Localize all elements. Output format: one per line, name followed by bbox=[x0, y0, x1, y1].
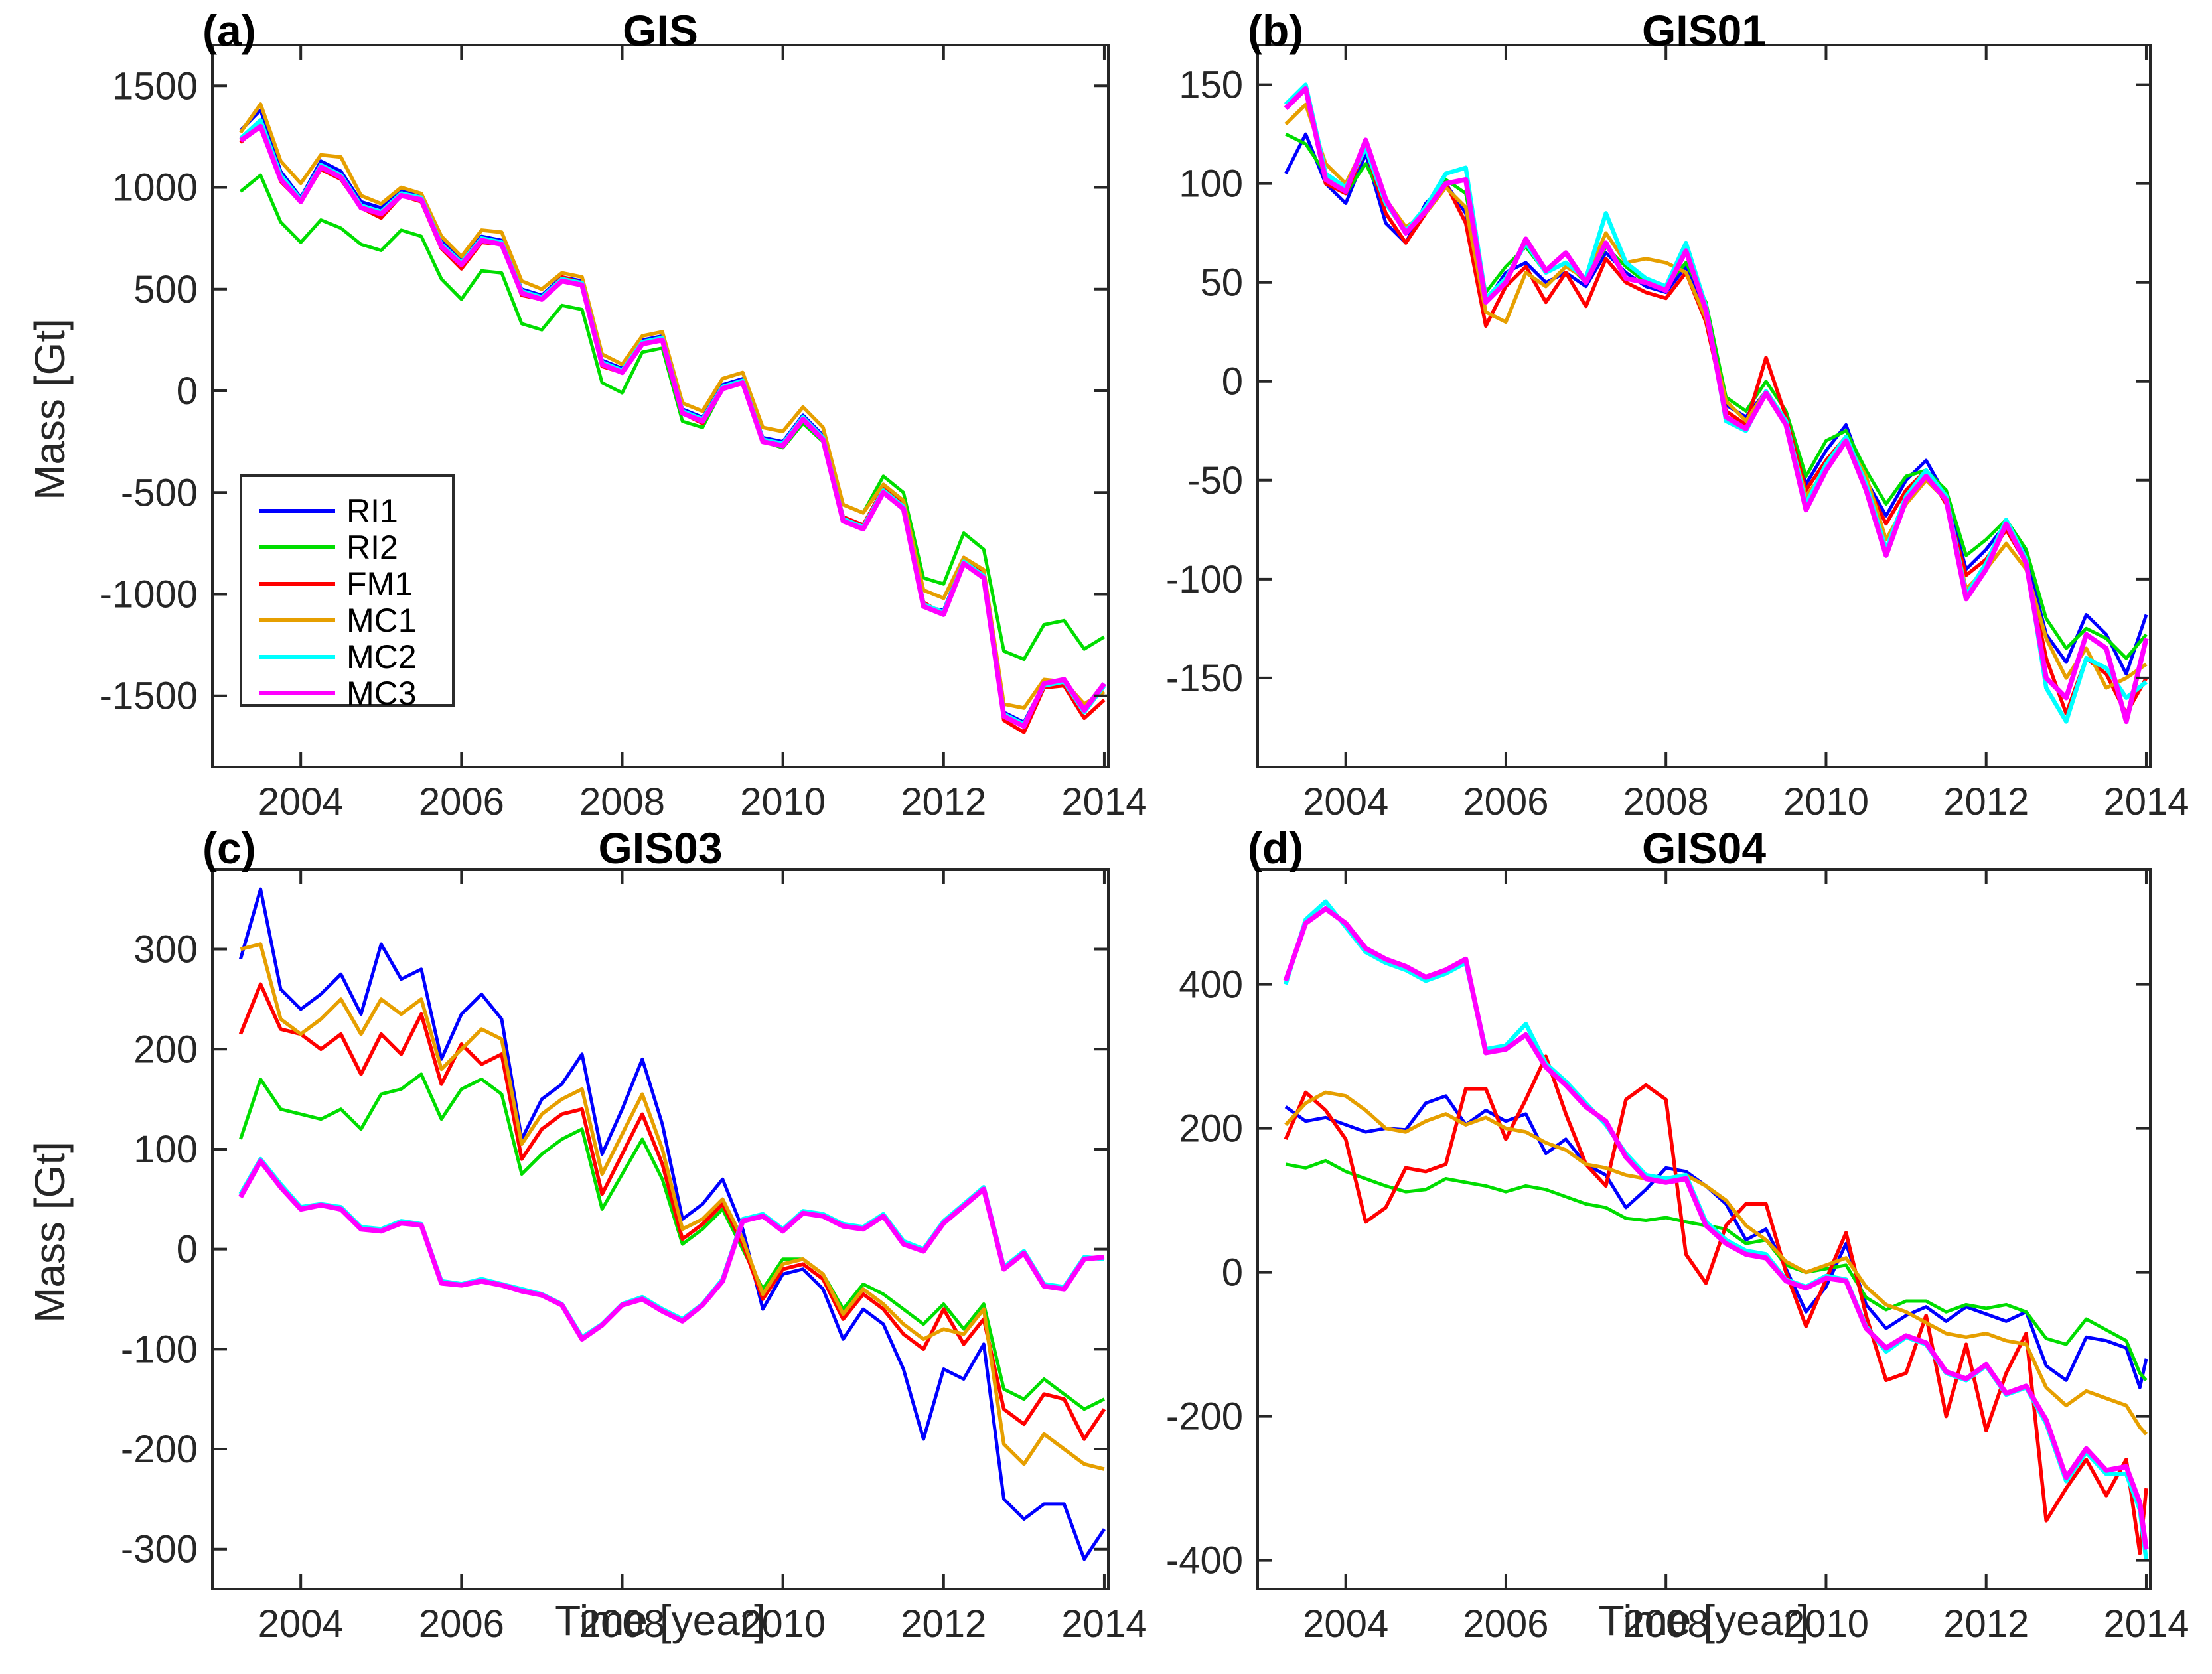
series-line-MC2 bbox=[1284, 82, 2148, 724]
y-tick-label: 1000 bbox=[112, 167, 198, 210]
x-tick-label: 2014 bbox=[1061, 780, 1147, 823]
x-tick-label: 2006 bbox=[419, 1602, 504, 1645]
panel-letter-d: (d) bbox=[1248, 823, 1304, 872]
y-tick-label: -200 bbox=[121, 1428, 198, 1471]
y-tick-label: -100 bbox=[1166, 558, 1243, 601]
x-axis-label-left: Time [year] bbox=[555, 1596, 766, 1644]
y-tick-label: 100 bbox=[133, 1128, 198, 1171]
x-tick-label: 2008 bbox=[579, 780, 665, 823]
series-line-MC3 bbox=[238, 1158, 1105, 1342]
y-tick-label: 0 bbox=[1222, 360, 1243, 403]
y-tick-label: 0 bbox=[177, 1228, 198, 1271]
legend-label-MC1: MC1 bbox=[346, 602, 417, 639]
y-tick-label: 200 bbox=[1179, 1107, 1243, 1151]
series-group bbox=[238, 887, 1106, 1561]
x-tick-label: 2012 bbox=[1943, 1602, 2029, 1645]
legend-box bbox=[240, 474, 455, 707]
panel-title-gis01: GIS01 bbox=[1641, 6, 1767, 55]
panel-letter-a: (a) bbox=[202, 6, 256, 55]
x-tick-label: 2014 bbox=[2103, 780, 2189, 823]
series-group bbox=[1283, 899, 2149, 1561]
series-line-FM1 bbox=[1284, 82, 2148, 716]
y-tick-label: -300 bbox=[121, 1528, 198, 1571]
series-group bbox=[239, 102, 1106, 734]
y-tick-label: -500 bbox=[121, 471, 198, 514]
y-tick-label: 0 bbox=[1222, 1251, 1243, 1294]
series-line-RI2 bbox=[1285, 132, 2148, 660]
plot-box bbox=[1256, 868, 2152, 1590]
y-tick-label: 100 bbox=[1179, 163, 1243, 206]
x-tick-label: 2008 bbox=[1623, 1602, 1709, 1645]
plot-box bbox=[1256, 44, 2152, 768]
y-tick-label: -100 bbox=[121, 1328, 198, 1371]
legend-label-MC2: MC2 bbox=[346, 638, 417, 675]
x-tick-label: 2004 bbox=[1303, 1602, 1388, 1645]
series-line-MC3 bbox=[1283, 906, 2149, 1550]
y-tick-label: 200 bbox=[133, 1028, 198, 1071]
series-line-MC3 bbox=[1284, 86, 2149, 725]
panel-letter-c: (c) bbox=[202, 823, 256, 872]
plot-box bbox=[211, 44, 1110, 768]
x-axis-label-right: Time [year] bbox=[1598, 1596, 1810, 1644]
x-tick-label: 2012 bbox=[1943, 780, 2029, 823]
series-line-RI2 bbox=[239, 1072, 1106, 1411]
x-tick-label: 2004 bbox=[258, 780, 344, 823]
series-line-MC1 bbox=[240, 942, 1105, 1471]
y-tick-label: 50 bbox=[1200, 261, 1243, 305]
y-axis-label-top: Mass [Gt] bbox=[26, 318, 74, 500]
y-tick-label: 150 bbox=[1179, 64, 1243, 107]
series-line-MC3 bbox=[239, 123, 1106, 729]
y-tick-label: -1000 bbox=[100, 573, 198, 616]
plot-panel-gis01: 2004 2006 2008 2010 2012 2014 150 100 50 0 -50 -100… bbox=[1166, 44, 2189, 823]
legend-label-MC3: MC3 bbox=[346, 675, 417, 712]
plot-panel-gis03: 2004 2006 2008 2010 2012 2014 300 200 100 0 -100 -2… bbox=[121, 868, 1147, 1645]
panel-letter-b: (b) bbox=[1248, 6, 1304, 55]
x-tick-label: 2010 bbox=[1783, 1602, 1869, 1645]
x-tick-label: 2010 bbox=[740, 1602, 826, 1645]
y-tick-label: -200 bbox=[1166, 1395, 1243, 1438]
x-tick-label: 2008 bbox=[1623, 780, 1709, 823]
x-tick-label: 2010 bbox=[1783, 780, 1869, 823]
x-tick-label: 2006 bbox=[1463, 780, 1548, 823]
x-tick-label: 2014 bbox=[2103, 1602, 2189, 1645]
legend-label-RI2: RI2 bbox=[346, 529, 398, 566]
legend-label-FM1: FM1 bbox=[346, 565, 413, 602]
series-line-RI1 bbox=[238, 887, 1106, 1561]
x-tick-label: 2012 bbox=[901, 1602, 986, 1645]
legend-label-RI1: RI1 bbox=[346, 492, 398, 529]
y-tick-label: -50 bbox=[1187, 459, 1243, 502]
series-line-RI1 bbox=[1284, 1094, 2148, 1389]
x-tick-label: 2006 bbox=[419, 780, 504, 823]
plot-box bbox=[211, 868, 1110, 1590]
plot-panel-gis: 2004 2006 2008 2010 2012 2014 1500 1000 500 0 -500… bbox=[100, 44, 1147, 823]
y-tick-label: -1500 bbox=[100, 675, 198, 718]
y-tick-label: 400 bbox=[1179, 963, 1243, 1007]
y-tick-label: 500 bbox=[133, 268, 198, 311]
y-tick-label: 300 bbox=[133, 928, 198, 971]
y-tick-label: -150 bbox=[1166, 657, 1243, 700]
x-tick-label: 2014 bbox=[1061, 1602, 1147, 1645]
series-line-MC1 bbox=[1284, 1090, 2148, 1436]
x-tick-label: 2008 bbox=[579, 1602, 665, 1645]
panel-title-gis: GIS bbox=[623, 6, 698, 55]
y-tick-label: 1500 bbox=[112, 64, 198, 107]
x-tick-label: 2004 bbox=[258, 1602, 344, 1645]
panel-title-gis04: GIS04 bbox=[1641, 823, 1767, 872]
x-tick-label: 2006 bbox=[1463, 1602, 1548, 1645]
x-tick-label: 2012 bbox=[901, 780, 986, 823]
x-tick-label: 2004 bbox=[1303, 780, 1388, 823]
series-line-FM1 bbox=[1284, 1054, 2148, 1555]
y-axis-label-bottom: Mass [Gt] bbox=[26, 1141, 74, 1323]
series-line-RI1 bbox=[1284, 132, 2148, 676]
x-tick-label: 2010 bbox=[740, 780, 826, 823]
series-group bbox=[1284, 82, 2149, 725]
series-line-FM1 bbox=[238, 982, 1106, 1441]
y-tick-label: 0 bbox=[177, 370, 198, 413]
series-line-MC2 bbox=[1284, 899, 2149, 1561]
series-line-MC1 bbox=[1284, 102, 2148, 690]
plot-panel-gis04: 2004 2006 2008 2010 2012 2014 400 200 0 -200 -400 bbox=[1166, 868, 2189, 1645]
panel-title-gis03: GIS03 bbox=[598, 823, 723, 872]
y-tick-label: -400 bbox=[1166, 1539, 1243, 1582]
